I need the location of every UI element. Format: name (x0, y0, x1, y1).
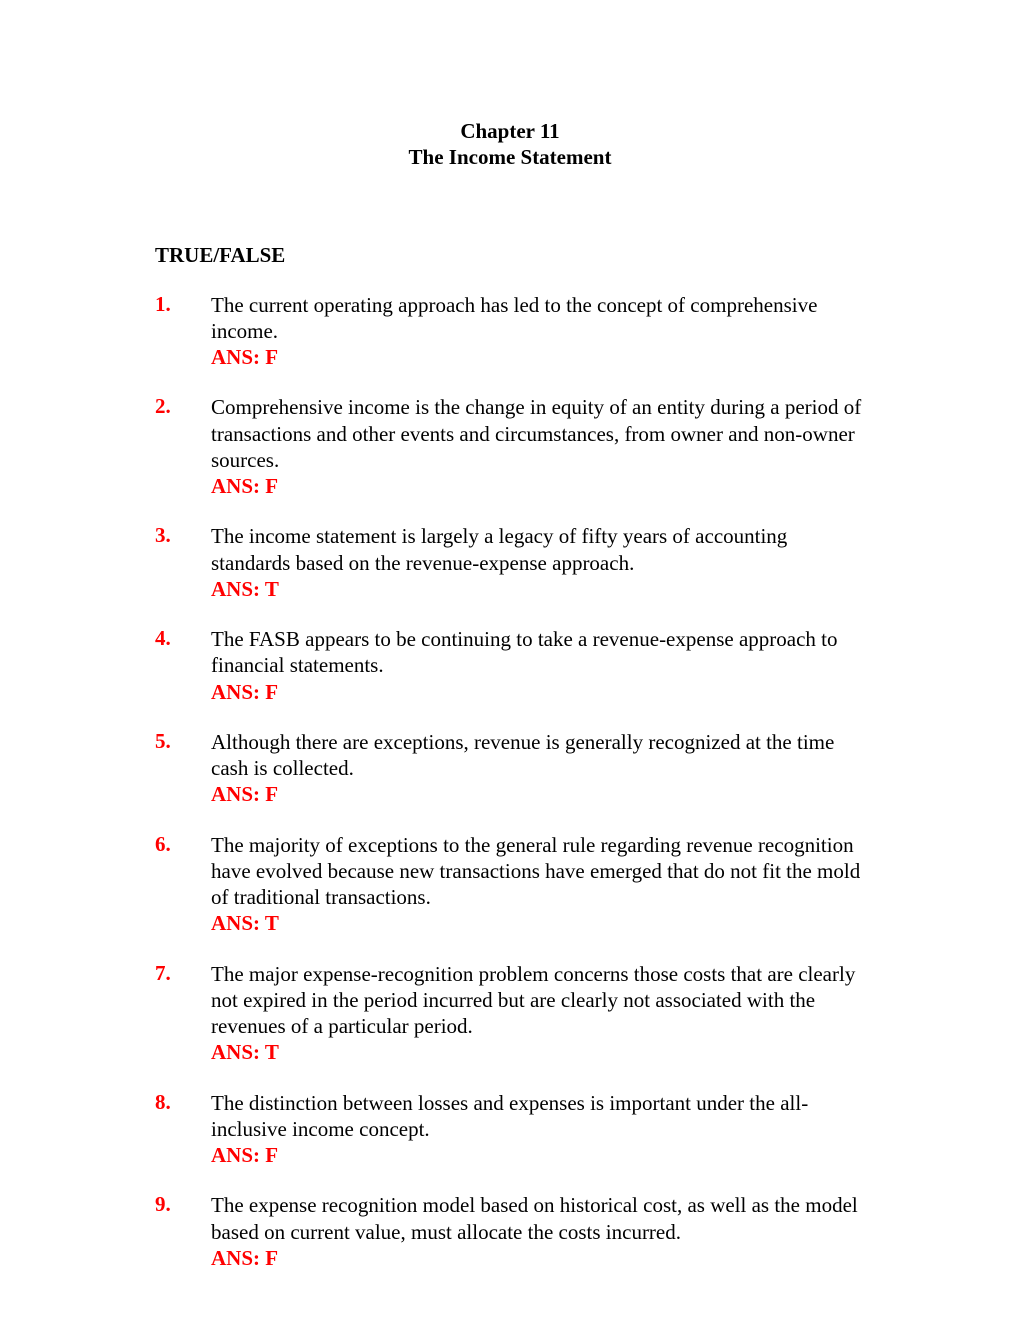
question-body: Although there are exceptions, revenue i… (211, 729, 865, 808)
question-text: The distinction between losses and expen… (211, 1090, 865, 1143)
question-body: The FASB appears to be continuing to tak… (211, 626, 865, 705)
question-item: 1.The current operating approach has led… (155, 292, 865, 371)
question-answer: ANS: T (211, 1039, 865, 1065)
question-body: The distinction between losses and expen… (211, 1090, 865, 1169)
question-number: 5. (155, 729, 211, 808)
question-text: The FASB appears to be continuing to tak… (211, 626, 865, 679)
question-answer: ANS: T (211, 576, 865, 602)
question-text: The expense recognition model based on h… (211, 1192, 865, 1245)
question-text: The income statement is largely a legacy… (211, 523, 865, 576)
question-answer: ANS: F (211, 1245, 865, 1271)
question-item: 5.Although there are exceptions, revenue… (155, 729, 865, 808)
chapter-number: Chapter 11 (155, 118, 865, 144)
question-answer: ANS: F (211, 679, 865, 705)
question-body: The majority of exceptions to the genera… (211, 832, 865, 937)
question-number: 2. (155, 394, 211, 499)
question-item: 7.The major expense-recognition problem … (155, 961, 865, 1066)
question-number: 4. (155, 626, 211, 705)
question-text: Comprehensive income is the change in eq… (211, 394, 865, 473)
question-item: 4.The FASB appears to be continuing to t… (155, 626, 865, 705)
question-number: 3. (155, 523, 211, 602)
question-number: 9. (155, 1192, 211, 1271)
question-item: 8.The distinction between losses and exp… (155, 1090, 865, 1169)
section-heading: TRUE/FALSE (155, 243, 865, 268)
question-body: The current operating approach has led t… (211, 292, 865, 371)
question-answer: ANS: F (211, 344, 865, 370)
question-number: 8. (155, 1090, 211, 1169)
question-item: 3.The income statement is largely a lega… (155, 523, 865, 602)
question-item: 9.The expense recognition model based on… (155, 1192, 865, 1271)
questions-list: 1.The current operating approach has led… (155, 292, 865, 1272)
document-header: Chapter 11 The Income Statement (155, 118, 865, 171)
question-number: 7. (155, 961, 211, 1066)
question-text: The major expense-recognition problem co… (211, 961, 865, 1040)
question-answer: ANS: T (211, 910, 865, 936)
question-text: The current operating approach has led t… (211, 292, 865, 345)
question-body: The income statement is largely a legacy… (211, 523, 865, 602)
question-answer: ANS: F (211, 473, 865, 499)
question-text: The majority of exceptions to the genera… (211, 832, 865, 911)
chapter-title: The Income Statement (155, 144, 865, 170)
question-number: 6. (155, 832, 211, 937)
question-text: Although there are exceptions, revenue i… (211, 729, 865, 782)
question-body: The expense recognition model based on h… (211, 1192, 865, 1271)
question-item: 2.Comprehensive income is the change in … (155, 394, 865, 499)
question-body: The major expense-recognition problem co… (211, 961, 865, 1066)
question-number: 1. (155, 292, 211, 371)
question-item: 6.The majority of exceptions to the gene… (155, 832, 865, 937)
question-answer: ANS: F (211, 781, 865, 807)
question-answer: ANS: F (211, 1142, 865, 1168)
question-body: Comprehensive income is the change in eq… (211, 394, 865, 499)
